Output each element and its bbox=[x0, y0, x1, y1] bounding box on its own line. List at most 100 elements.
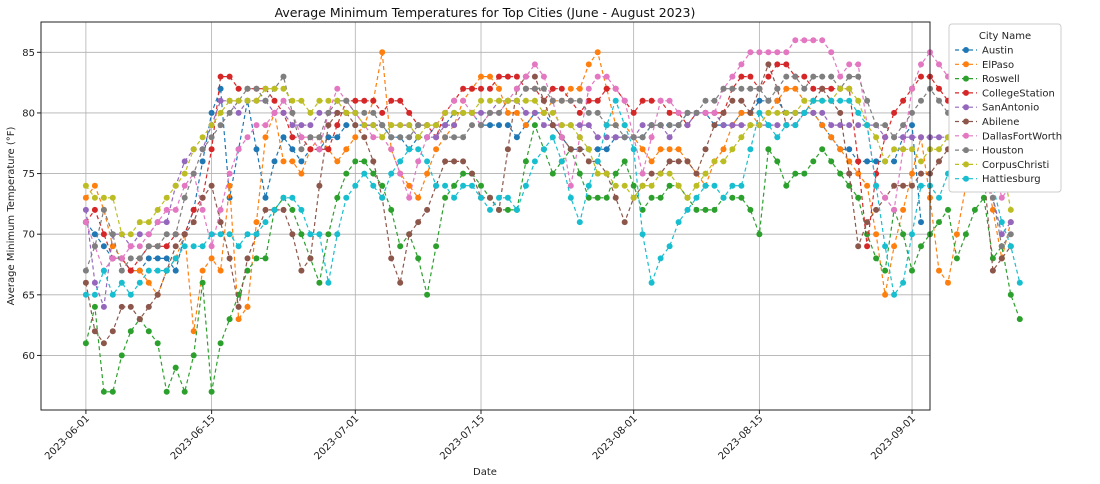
data-point bbox=[522, 122, 529, 129]
data-point bbox=[837, 109, 844, 116]
data-point bbox=[720, 122, 727, 129]
data-point bbox=[738, 194, 745, 201]
data-point bbox=[226, 109, 233, 116]
data-point bbox=[91, 182, 98, 189]
data-point bbox=[989, 255, 996, 262]
data-point bbox=[154, 243, 161, 250]
data-point bbox=[702, 97, 709, 104]
data-point bbox=[235, 316, 242, 323]
data-point bbox=[253, 122, 260, 129]
data-point bbox=[388, 134, 395, 141]
data-point bbox=[244, 303, 251, 310]
data-point bbox=[711, 206, 718, 213]
data-point bbox=[612, 134, 619, 141]
data-point bbox=[415, 134, 422, 141]
data-point bbox=[289, 231, 296, 238]
data-point bbox=[738, 97, 745, 104]
data-point bbox=[262, 194, 269, 201]
data-point bbox=[657, 170, 664, 177]
data-point bbox=[289, 122, 296, 129]
data-point bbox=[496, 85, 502, 92]
data-point bbox=[100, 231, 107, 238]
data-point bbox=[639, 122, 646, 129]
data-point bbox=[558, 122, 565, 129]
data-point bbox=[504, 194, 511, 201]
data-point bbox=[280, 206, 287, 213]
data-point bbox=[711, 158, 718, 165]
data-point bbox=[855, 243, 862, 250]
data-point bbox=[370, 122, 377, 129]
data-point bbox=[307, 134, 314, 141]
data-point bbox=[478, 182, 484, 189]
data-point bbox=[226, 97, 233, 104]
data-point bbox=[424, 158, 431, 165]
legend-swatch-marker bbox=[963, 47, 969, 53]
data-point bbox=[657, 146, 664, 153]
data-point bbox=[998, 255, 1005, 262]
data-point bbox=[1016, 316, 1023, 323]
data-point bbox=[567, 182, 574, 189]
data-point bbox=[738, 182, 745, 189]
data-point bbox=[828, 122, 835, 129]
data-point bbox=[684, 109, 691, 116]
data-point bbox=[163, 267, 170, 274]
data-point bbox=[388, 206, 395, 213]
data-point bbox=[873, 206, 880, 213]
data-point bbox=[109, 231, 116, 238]
data-point bbox=[936, 85, 942, 92]
data-point bbox=[82, 267, 89, 274]
data-point bbox=[469, 85, 475, 92]
data-point bbox=[819, 122, 826, 129]
data-point bbox=[693, 109, 700, 116]
data-point bbox=[594, 97, 601, 104]
data-point bbox=[199, 267, 206, 274]
data-point bbox=[406, 122, 413, 129]
data-point bbox=[289, 146, 296, 153]
data-point bbox=[226, 194, 233, 201]
data-point bbox=[181, 388, 188, 395]
y-axis-ticks: 60 65 70 75 80 85 bbox=[22, 48, 41, 362]
data-point bbox=[253, 85, 260, 92]
data-point bbox=[846, 182, 853, 189]
data-point bbox=[909, 267, 915, 274]
data-point bbox=[639, 170, 646, 177]
data-point bbox=[909, 134, 915, 141]
data-point bbox=[460, 85, 467, 92]
data-point bbox=[576, 109, 583, 116]
data-point bbox=[145, 231, 152, 238]
data-point bbox=[810, 109, 817, 116]
data-point bbox=[289, 134, 296, 141]
data-point bbox=[953, 255, 960, 262]
data-point bbox=[217, 122, 224, 129]
data-point bbox=[657, 255, 664, 262]
data-point bbox=[325, 279, 332, 286]
data-point bbox=[576, 219, 583, 226]
data-point bbox=[801, 170, 808, 177]
data-point bbox=[460, 158, 467, 165]
data-point bbox=[846, 122, 853, 129]
data-point bbox=[711, 182, 718, 189]
data-point bbox=[909, 109, 915, 116]
legend-label: SanAntonio bbox=[982, 103, 1039, 114]
data-point bbox=[621, 97, 628, 104]
data-point bbox=[451, 97, 458, 104]
data-point bbox=[549, 170, 556, 177]
data-point bbox=[253, 231, 260, 238]
data-point bbox=[882, 243, 889, 250]
series-lines bbox=[82, 37, 1023, 395]
data-point bbox=[469, 122, 475, 129]
data-point bbox=[900, 122, 907, 129]
data-point bbox=[163, 388, 170, 395]
data-point bbox=[567, 85, 574, 92]
data-point bbox=[756, 122, 763, 129]
data-point bbox=[720, 85, 727, 92]
data-point bbox=[648, 182, 655, 189]
data-point bbox=[666, 97, 673, 104]
data-point bbox=[855, 158, 862, 165]
series-roswell bbox=[82, 122, 1023, 395]
data-point bbox=[576, 146, 583, 153]
data-point bbox=[154, 291, 161, 298]
data-point bbox=[298, 97, 305, 104]
x-tick-label: 2023-06-15 bbox=[169, 413, 218, 462]
data-point bbox=[540, 85, 547, 92]
